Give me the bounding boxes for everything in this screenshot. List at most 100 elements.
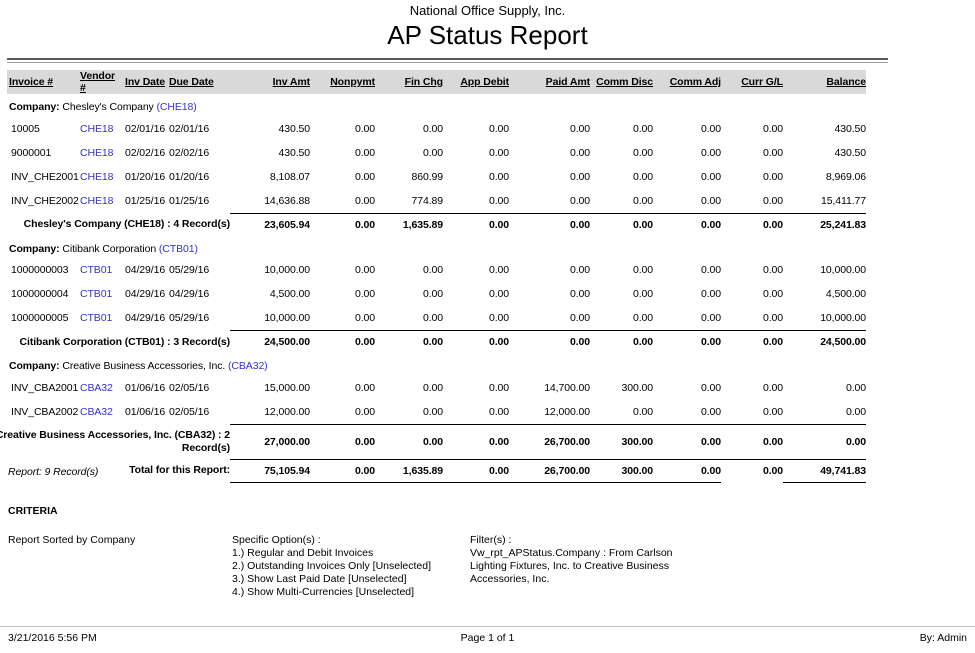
- column-header-label: Comm Adj: [669, 76, 721, 88]
- company-total-amount-cell: 24,500.00: [230, 330, 310, 353]
- amount-cell: 0.00: [632, 122, 653, 135]
- amount-cell: 0.00: [422, 381, 443, 394]
- amount-cell: 15,000.00: [264, 381, 310, 394]
- amount-cell: 0.00: [700, 312, 721, 324]
- company-cell: Company: Creative Business Accessories, …: [7, 353, 866, 376]
- vendor-code-link[interactable]: CTB01: [80, 264, 113, 276]
- amount-cell: 0.00: [488, 170, 509, 183]
- footer-user: By: Admin: [919, 632, 967, 644]
- vendor-code-link[interactable]: CHE18: [80, 146, 114, 159]
- company-code-link[interactable]: (CBA32): [228, 360, 268, 372]
- vendor-code-link[interactable]: CHE18: [80, 194, 114, 207]
- company-total-amount-cell: 23,605.94: [230, 212, 310, 236]
- amount-cell: 0.00: [762, 264, 783, 276]
- due-date-cell: 05/29/16: [169, 264, 210, 276]
- vendor-code-link[interactable]: CBA32: [80, 405, 113, 418]
- column-header-label: Comm Disc: [596, 76, 653, 88]
- column-header-row: Invoice # Vendor # Inv Date Due Date Inv Amt…: [7, 70, 866, 94]
- company-total-amount-cell: 300.00: [590, 423, 653, 459]
- amount-cell: 0.00: [762, 146, 783, 159]
- column-header-inv-amt: Inv Amt: [230, 70, 311, 94]
- amount-cell: 0.00: [422, 264, 443, 276]
- company-total-amount-cell: 0.00: [590, 212, 653, 236]
- company-total-amount-cell: 0.00: [310, 330, 375, 353]
- report-total-label: Total for this Report:: [129, 464, 230, 477]
- amount-cell: 430.50: [278, 122, 310, 135]
- criteria-option: 2.) Outstanding Invoices Only [Unselecte…: [232, 559, 432, 572]
- report-total-amount-cell: 0.00: [721, 458, 783, 482]
- vendor-code-link[interactable]: CBA32: [80, 381, 113, 394]
- amount-cell: 0.00: [354, 288, 375, 300]
- amount-cell: 14,700.00: [544, 381, 590, 394]
- invoice-number-cell: INV_CHE2002: [11, 194, 79, 207]
- vendor-code-link[interactable]: CHE18: [80, 122, 114, 135]
- invoice-number-cell: 1000000005: [11, 312, 69, 325]
- vendor-code-link[interactable]: CTB01: [80, 312, 113, 325]
- amount-cell: 0.00: [762, 170, 783, 183]
- amount-cell: 0.00: [422, 288, 443, 300]
- amount-cell: 0.00: [488, 122, 509, 135]
- amount-cell: 0.00: [632, 312, 653, 324]
- amount-cell: 860.99: [411, 170, 443, 183]
- inv-date-cell: 01/25/16: [125, 194, 166, 207]
- company-total-row: Chesley's Company (CHE18) : 4 Record(s) 2…: [7, 212, 866, 236]
- vendor-code-link[interactable]: CHE18: [80, 170, 114, 183]
- company-total-amount-cell: 0.00: [653, 330, 721, 353]
- company-cell: Company: Chesley's Company (CHE18): [7, 94, 866, 117]
- company-heading: Company: Citibank Corporation (CTB01): [9, 242, 198, 255]
- amount-cell: 0.00: [488, 312, 509, 324]
- company-total-amount-cell: 0.00: [653, 423, 721, 459]
- amount-cell: 0.00: [569, 288, 590, 300]
- amount-cell: 0.00: [762, 194, 783, 207]
- column-header-label: Inv Date: [125, 76, 166, 88]
- company-label: Company:: [9, 360, 60, 372]
- due-date-cell: 02/02/16: [169, 146, 210, 159]
- company-total-amount-cell: 0.00: [721, 212, 783, 236]
- company-total-amount-cell: 0.00: [509, 212, 590, 236]
- amount-cell: 0.00: [569, 312, 590, 324]
- criteria-filters: Filter(s) : Vw_rpt_APStatus.Company : Fr…: [470, 534, 700, 600]
- company-cell: Company: Citibank Corporation (CTB01): [7, 236, 866, 259]
- amount-cell: 0.00: [845, 405, 866, 418]
- page-title: AP Status Report: [387, 20, 588, 50]
- amount-cell: 12,000.00: [264, 405, 310, 418]
- amount-cell: 0.00: [700, 288, 721, 300]
- invoice-row: 1000000005 CTB01 04/29/16 05/29/16 10,000.00…: [7, 306, 866, 331]
- company-total-amount-cell: 0.00: [443, 330, 509, 353]
- column-header-label: Balance: [826, 76, 866, 88]
- amount-cell: 10,000.00: [264, 312, 310, 324]
- amount-cell: 0.00: [354, 146, 375, 159]
- company-total-row: Citibank Corporation (CTB01) : 3 Record(…: [7, 330, 866, 353]
- invoice-number-cell: INV_CBA2002: [11, 405, 79, 418]
- company-heading: Company: Chesley's Company (CHE18): [9, 101, 197, 113]
- amount-cell: 0.00: [700, 146, 721, 159]
- page-footer: 3/21/2016 5:56 PM Page 1 of 1 By: Admin: [0, 626, 975, 644]
- column-header-label: Curr G/L: [741, 76, 783, 88]
- options-list: 1.) Regular and Debit Invoices 2.) Outsta…: [232, 547, 470, 600]
- amount-cell: 0.00: [632, 288, 653, 300]
- amount-cell: 0.00: [422, 312, 443, 324]
- invoice-row: INV_CBA2002 CBA32 01/06/16 02/05/16 12,000.0…: [7, 400, 866, 425]
- inv-date-cell: 04/29/16: [125, 264, 166, 276]
- company-total-amount-cell: 0.00: [590, 330, 653, 353]
- column-header-vendor: Vendor #: [78, 70, 123, 94]
- invoice-row: INV_CBA2001 CBA32 01/06/16 02/05/16 15,000.0…: [7, 376, 866, 400]
- column-header-label: Inv Amt: [272, 76, 311, 88]
- amount-cell: 0.00: [700, 264, 721, 276]
- amount-cell: 0.00: [632, 264, 653, 276]
- company-code-link[interactable]: (CHE18): [156, 101, 197, 113]
- amount-cell: 10,000.00: [820, 312, 866, 324]
- filters-heading: Filter(s) :: [470, 533, 512, 546]
- company-code-link[interactable]: (CTB01): [158, 242, 198, 255]
- column-header-fin-chg: Fin Chg: [375, 70, 443, 94]
- amount-cell: 0.00: [488, 146, 509, 159]
- criteria-option: 1.) Regular and Debit Invoices: [232, 546, 374, 559]
- vendor-code-link[interactable]: CTB01: [80, 288, 113, 300]
- inv-date-cell: 02/01/16: [125, 122, 166, 135]
- amount-cell: 774.89: [411, 194, 443, 207]
- amount-cell: 0.00: [700, 381, 721, 394]
- filter-text: Vw_rpt_APStatus.Company : From Carlson L…: [470, 546, 673, 586]
- footer-datetime: 3/21/2016 5:56 PM: [8, 632, 97, 644]
- report-total-amount-cell: 49,741.83: [783, 458, 866, 483]
- amount-cell: 0.00: [354, 264, 375, 276]
